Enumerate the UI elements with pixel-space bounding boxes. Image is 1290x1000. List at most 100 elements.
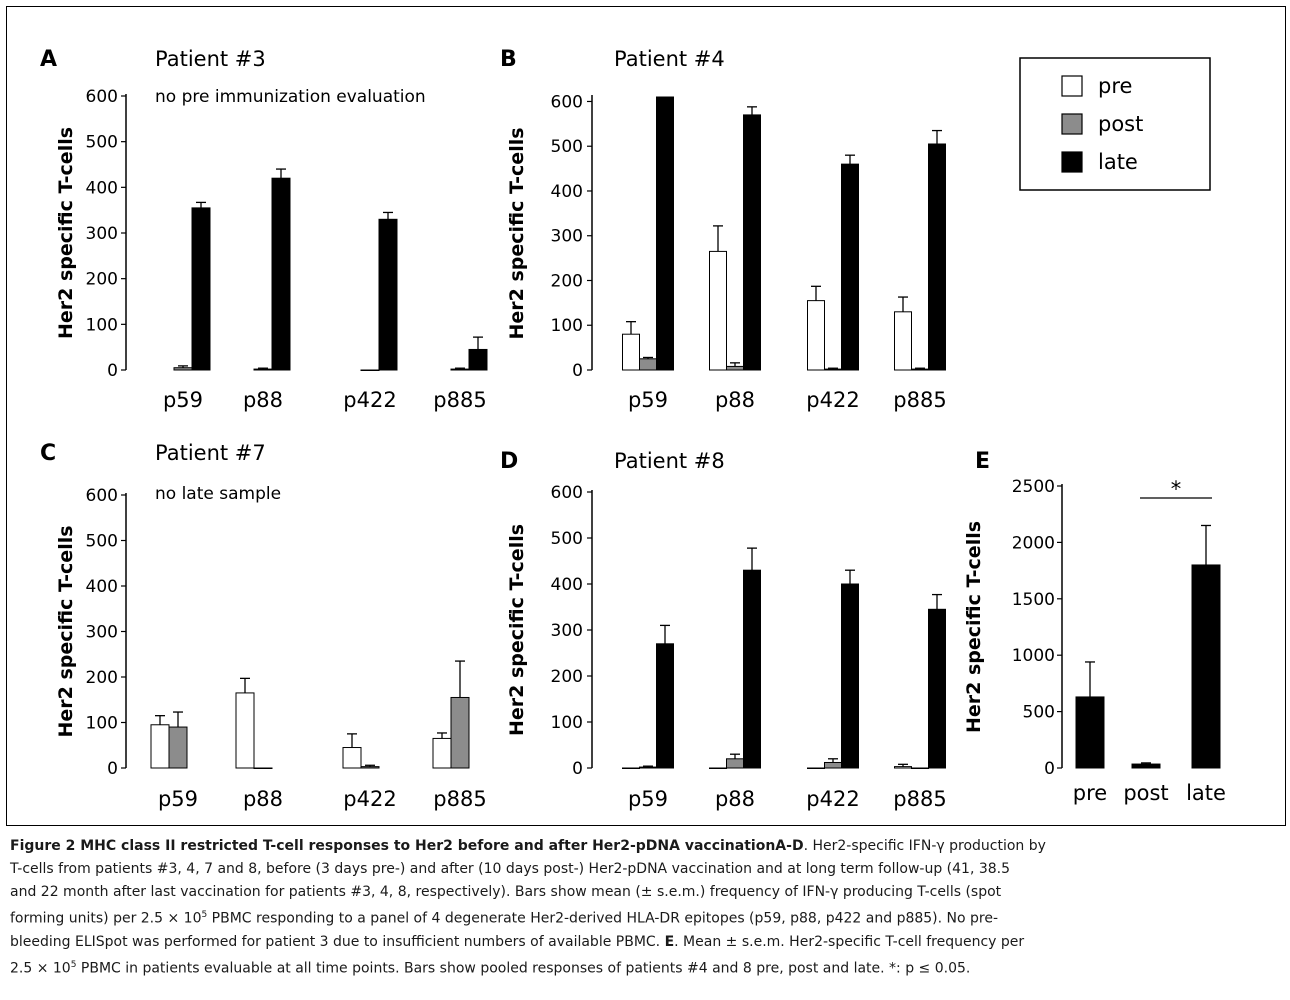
legend-swatch-pre [1061,75,1083,97]
bar-post-p88 [726,758,744,769]
caption-run: bleeding ELISpot was performed for patie… [10,933,665,950]
y-tick-label: 500 [1023,703,1055,723]
y-tick-label: 2500 [1012,477,1055,497]
bar-post-p59 [168,726,188,769]
panel-title: Patient #8 [614,449,725,473]
panel-letter: E [975,449,990,474]
y-axis-label: Her2 specific T-cells [506,127,528,339]
caption-run: T-cells from patients #3, 4, 7 and 8, be… [10,861,1011,877]
caption-title: Figure 2 MHC class II restricted T-cell … [10,838,776,854]
bar-pre-p59 [150,724,170,769]
y-tick-label: 600 [86,87,118,107]
y-tick-label: 200 [86,270,118,290]
y-tick-label: 0 [572,361,583,381]
y-tick-label: 200 [551,271,583,291]
bar-pre-p422 [807,767,825,769]
legend-label: pre [1098,74,1132,98]
bar-pre-p59 [622,767,640,769]
panel-note: no pre immunization evaluation [155,87,426,107]
x-tick-label: p59 [158,787,198,811]
bar-late-p885 [928,143,946,371]
y-tick-label: 1500 [1012,590,1055,610]
y-tick-label: 100 [86,714,118,734]
caption-run: E [664,933,675,950]
x-tick-label: p422 [343,388,396,412]
y-tick-label: 1000 [1012,646,1055,666]
bar-pre-p885 [894,766,912,769]
x-tick-label: pre [1073,781,1107,805]
caption-line: and 22 month after last vaccination for … [10,881,1282,904]
bar-late-p422 [841,163,859,371]
caption-run: 2.5 × 10 [10,960,71,977]
bar-late-p59 [191,207,211,371]
caption-run: 5 [70,959,77,970]
panel-letter: C [40,441,56,466]
bar-late-p88 [271,177,291,371]
x-tick-label: p59 [628,787,668,811]
y-tick-label: 600 [86,486,118,506]
bar-post-p88 [253,368,273,371]
panel-b: B Patient #4 Her2 specific T-cells 0 100 200 3… [500,47,947,412]
y-tick-label: 600 [551,483,583,503]
x-tick-label: p88 [243,787,283,811]
y-tick-label: 300 [86,623,118,643]
bar-pre-p88 [235,692,255,769]
y-tick-label: 0 [572,759,583,779]
y-axis-label: Her2 specific T-cells [963,521,985,733]
legend-swatch-late [1061,151,1083,173]
y-tick-label: 300 [551,621,583,641]
bar-value-late [1191,564,1221,769]
y-tick-label: 500 [551,529,583,549]
caption-line-1: Figure 2 MHC class II restricted T-cell … [10,835,1282,858]
bar-post-p88 [726,365,744,371]
bar-late-p88 [743,569,761,769]
panel-note: no late sample [155,484,281,504]
caption-line: forming units) per 2.5 × 105 PBMC respon… [10,904,1282,931]
panel-d: D Patient #8 Her2 specific T-cells 0 100 200 3… [500,449,947,811]
x-tick-label: p88 [243,388,283,412]
bar-value-pre [1075,696,1105,769]
x-tick-label: p59 [628,388,668,412]
panel-letter: A [40,47,57,72]
panel-a: A Patient #3 no pre immunization evaluatio… [40,47,488,412]
bar-pre-p88 [709,250,727,371]
legend-box [1019,57,1211,191]
y-tick-label: 400 [551,182,583,202]
bar-post-p885 [911,368,929,371]
bar-post-p422 [360,766,380,769]
bar-post-p422 [824,761,842,769]
y-tick-label: 500 [86,133,118,153]
y-tick-label: 2000 [1012,533,1055,553]
bar-post-p885 [450,368,470,371]
y-axis-label: Her2 specific T-cells [55,127,77,339]
bar-late-p88 [743,114,761,371]
y-tick-label: 400 [86,577,118,597]
caption-run: forming units) per 2.5 × 10 [10,910,202,927]
y-tick-label: 500 [86,532,118,552]
caption-run: PBMC in patients evaluable at all time p… [76,960,971,977]
caption-run: and 22 month after last vaccination for … [10,884,1002,900]
panel-letter: B [500,47,517,72]
y-tick-label: 100 [86,315,118,335]
figure-caption: Figure 2 MHC class II restricted T-cell … [10,835,1282,980]
x-tick-label: p885 [433,787,486,811]
y-axis-label: Her2 specific T-cells [506,524,528,736]
panel-title: Patient #4 [614,47,725,71]
legend-swatch-post [1061,113,1083,135]
y-tick-label: 0 [107,361,118,381]
caption-run: PBMC responding to a panel of 4 degenera… [207,910,999,927]
x-tick-label: p88 [715,787,755,811]
x-tick-label: p422 [806,388,859,412]
bar-late-p59 [656,643,674,769]
x-tick-label: post [1123,781,1168,805]
y-tick-label: 600 [551,92,583,112]
significance-label: * [1171,477,1182,501]
bar-pre-p422 [342,747,362,769]
bar-value-post [1131,763,1161,769]
y-tick-label: 100 [551,713,583,733]
x-tick-label: late [1186,781,1226,805]
caption-run: . Mean ± s.e.m. Her2-specific T-cell fre… [674,933,1025,950]
bar-pre-p885 [432,737,452,769]
bar-post-p885 [911,767,929,769]
bar-late-p422 [841,583,859,769]
